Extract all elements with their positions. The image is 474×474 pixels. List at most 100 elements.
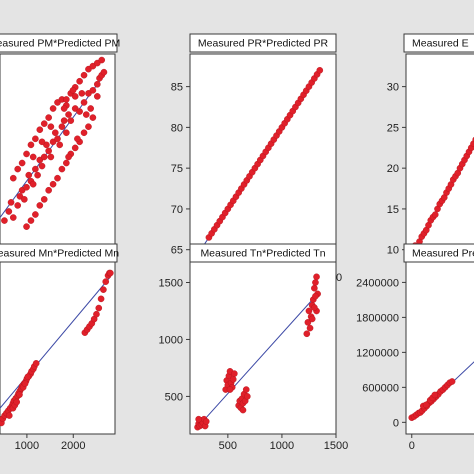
y-tick-label: 0 (393, 417, 399, 429)
panel-title: Measured Pre (412, 248, 474, 260)
y-tick-label: 85 (171, 82, 183, 94)
data-point (305, 307, 313, 315)
data-point (226, 386, 234, 393)
data-point (14, 202, 21, 209)
data-point (49, 180, 57, 188)
data-point (60, 117, 68, 124)
panel-title: Measured E (412, 38, 469, 50)
data-point (97, 295, 105, 303)
data-point (36, 126, 44, 134)
data-point (49, 105, 57, 112)
data-point (23, 183, 30, 191)
data-point (63, 159, 70, 167)
data-point (71, 93, 79, 100)
data-point (69, 87, 77, 94)
data-point (98, 56, 106, 64)
data-point (202, 418, 210, 425)
data-point (100, 286, 107, 293)
point-group (408, 378, 456, 421)
data-point (195, 415, 202, 423)
data-point (85, 123, 92, 130)
panel-title-box (0, 243, 118, 263)
panel-title-box (189, 33, 337, 53)
data-point (82, 111, 90, 118)
data-point (9, 174, 17, 182)
panel-title: Measured Mn*Predicted Mn (0, 248, 119, 260)
data-point (27, 141, 35, 149)
data-point (47, 123, 55, 130)
x-tick-label: 1000 (270, 440, 294, 452)
fit-line (197, 293, 318, 428)
data-point (29, 180, 37, 188)
data-point (38, 162, 46, 170)
scatter-panel-1: 3040Measured PM*Predicted PM (0, 33, 120, 284)
data-point (89, 87, 97, 94)
data-point (94, 93, 101, 100)
data-point (45, 114, 52, 121)
panel-title: Measured PM*Predicted PM (0, 38, 120, 50)
y-tick-label: 1000 (159, 334, 183, 346)
data-point (94, 80, 101, 88)
data-point (21, 196, 28, 203)
scatter-panel-5: 500 1000 1500 500 1000 1500 Measured Tn*Predic… (159, 243, 348, 452)
y-tick-label: 65 (171, 245, 183, 257)
y-tick-label: 1500 (159, 278, 183, 290)
data-point (40, 196, 48, 203)
data-point (448, 378, 456, 385)
data-point (38, 138, 46, 146)
data-point (422, 401, 430, 409)
data-point (32, 360, 40, 367)
data-point (93, 310, 100, 318)
data-point (231, 370, 238, 377)
data-point (80, 99, 88, 106)
x-tick-label: 1000 (15, 440, 39, 452)
data-point (1, 217, 8, 224)
x-tick-label: 2000 (61, 440, 85, 452)
data-point (5, 412, 13, 419)
data-point (304, 319, 312, 326)
data-point (56, 141, 64, 149)
y-tick-label: 600000 (362, 382, 399, 394)
panel-title-box (0, 33, 118, 53)
data-point (40, 153, 48, 161)
data-point (65, 153, 72, 161)
point-group (194, 273, 321, 431)
data-point (242, 386, 250, 393)
data-point (58, 123, 66, 130)
plot-frame (0, 261, 116, 435)
data-point (63, 96, 70, 103)
point-group (0, 269, 114, 427)
panel-title-box (403, 33, 474, 53)
data-point (102, 278, 110, 285)
data-point (32, 211, 39, 218)
data-point (14, 165, 21, 173)
data-point (5, 208, 13, 215)
y-tick-label: 2400000 (356, 277, 399, 289)
data-point (63, 129, 70, 137)
x-tick-label: 0 (409, 440, 415, 452)
fit-line (0, 276, 111, 409)
data-point (306, 324, 314, 332)
data-point (58, 165, 66, 173)
data-point (311, 284, 318, 292)
data-point (313, 273, 320, 281)
data-point (308, 315, 316, 323)
data-point (312, 279, 319, 286)
data-point (303, 330, 311, 338)
panel-title-box (189, 243, 337, 263)
point-group (1, 56, 108, 230)
y-tick-label: 80 (171, 122, 183, 134)
data-point (16, 391, 23, 398)
y-tick-label: 15 (387, 204, 399, 216)
x-tick-label: 500 (219, 440, 237, 452)
data-point (244, 393, 251, 400)
data-point (47, 153, 55, 161)
y-tick-label: 25 (387, 122, 399, 134)
data-point (9, 214, 17, 221)
data-point (13, 398, 20, 406)
data-point (87, 105, 94, 112)
data-point (23, 150, 30, 158)
point-group (197, 67, 324, 253)
data-point (239, 406, 247, 414)
panel-title: Measured Tn*Predicted Tn (200, 248, 325, 260)
